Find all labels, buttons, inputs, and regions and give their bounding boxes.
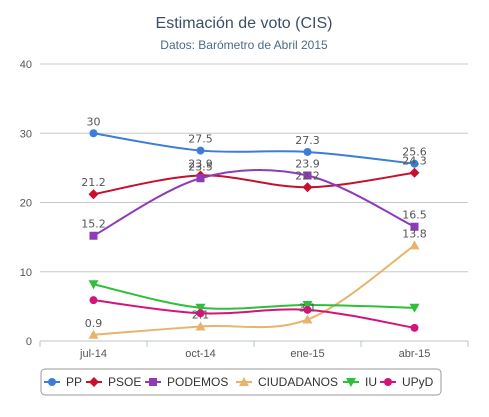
legend-swatch-marker-pp [48,378,56,386]
legend-label-ciudadanos: CIUDADANOS [258,375,338,389]
axes: 0 10 20 30 40 jul-14 oct-14 ene-15 abr-15 [20,59,469,360]
legend-item-upyd: UPyD [380,375,434,389]
data-point-psoe [88,189,99,200]
data-label-pp: 30 [87,115,101,128]
series-ciudadanos [88,240,420,339]
data-label-pp: 25.6 [402,146,427,159]
legend-swatch-marker-psoe [89,377,99,387]
series-line-iu [93,283,415,310]
data-point-upyd [303,305,312,314]
data-point-upyd [410,323,419,332]
legend-swatch-marker-iu [346,378,356,387]
data-label-psoe: 23.9 [188,157,213,170]
series-psoe [88,167,420,200]
data-point-psoe [409,167,420,178]
data-point-podemos [410,222,419,231]
grid [40,63,468,273]
data-label-pp: 27.3 [295,134,320,147]
legend-item-iu: IU [343,375,377,389]
data-label-psoe: 24.3 [402,155,427,168]
series-pp [89,129,419,168]
legend-label-upyd: UPyD [402,375,434,389]
data-point-upyd [89,296,98,305]
legend-swatch-marker-podemos [149,378,157,386]
data-point-pp [410,159,419,168]
y-tick-label: 10 [20,267,32,279]
series-upyd [89,296,419,332]
legend-item-psoe: PSOE [86,375,141,389]
data-label-psoe: 22.2 [295,169,320,182]
data-point-upyd [196,309,205,318]
legend-item-pp: PP [44,375,82,389]
series-layer [88,129,420,339]
series-line-psoe [93,171,415,196]
y-tick-label: 20 [20,198,32,210]
legend-label-pp: PP [66,375,82,389]
data-label-podemos: 16.5 [402,209,427,222]
legend-swatch-marker-upyd [384,378,392,386]
data-label-ciudadanos: 3.1 [299,302,317,315]
data-point-podemos [89,231,98,240]
x-tick-label: oct-14 [185,348,216,360]
data-point-iu [88,280,99,290]
legend-label-iu: IU [365,375,377,389]
y-tick-label: 0 [26,336,32,348]
series-line-pp [93,132,415,165]
series-line-upyd [93,299,415,329]
data-point-psoe [302,182,313,193]
x-tick-label: jul-14 [79,348,107,360]
data-point-ciudadanos [409,240,420,250]
data-label-podemos: 23.9 [295,157,320,170]
chart-title: Estimación de voto (CIS) [156,15,333,32]
y-tick-label: 40 [20,59,32,71]
data-point-pp [196,146,205,155]
data-point-iu [409,303,420,313]
y-tick-label: 30 [20,128,32,140]
legend-label-podemos: PODEMOS [167,375,228,389]
data-point-iu [195,303,206,313]
series-line-podemos [93,169,415,237]
x-tick-label: ene-15 [290,348,324,360]
legend-item-ciudadanos: CIUDADANOS [236,375,338,389]
data-point-podemos [196,174,205,183]
data-point-pp [303,147,312,156]
data-label-psoe: 21.2 [81,176,106,189]
data-label-pp: 27.5 [188,133,213,146]
legend: PP PSOE PODEMOS CIUDADANOS IU UPyD [40,368,442,396]
series-line-ciudadanos [93,244,416,336]
data-point-ciudadanos [195,321,206,331]
legend-label-psoe: PSOE [108,375,141,389]
data-label-podemos: 15.2 [81,218,106,231]
chart-subtitle: Datos: Barómetro de Abril 2015 [160,38,328,52]
series-iu [88,280,420,313]
data-point-iu [302,300,313,310]
data-label-ciudadanos: 0.9 [85,317,103,330]
data-point-ciudadanos [88,329,99,339]
data-label-ciudadanos: 2.1 [192,308,210,321]
data-label-podemos: 23.5 [188,160,213,173]
series-podemos [89,169,419,240]
data-label-ciudadanos: 13.8 [402,227,427,240]
x-tick-label: abr-15 [399,348,431,360]
data-point-pp [89,129,98,138]
data-point-ciudadanos [302,314,313,324]
legend-swatch-marker-ciudadanos [239,377,249,386]
data-point-podemos [303,171,312,180]
legend-item-podemos: PODEMOS [145,375,228,389]
